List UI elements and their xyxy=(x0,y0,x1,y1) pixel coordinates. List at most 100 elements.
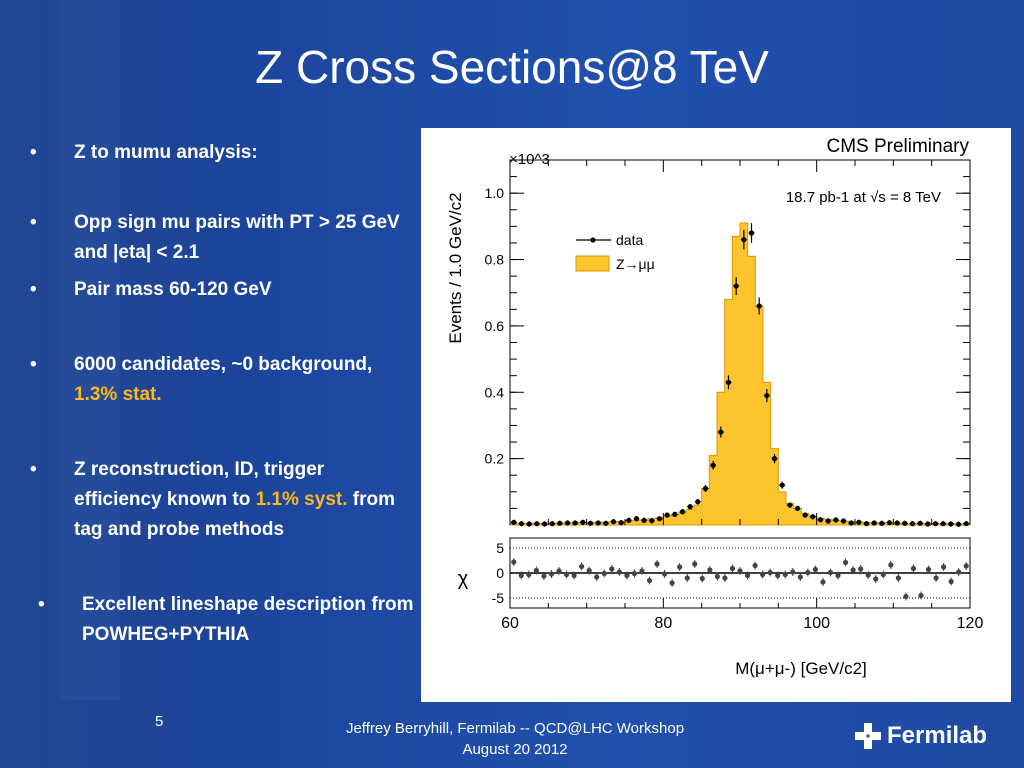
data-point xyxy=(764,392,770,399)
pull-point xyxy=(511,559,517,565)
data-point xyxy=(656,516,663,522)
data-point xyxy=(664,512,670,518)
data-point xyxy=(695,499,701,505)
data-point xyxy=(526,521,532,527)
y-axis-label: Events / 1.0 GeV/c2 xyxy=(446,192,465,343)
pull-point xyxy=(714,573,720,580)
legend-data-marker xyxy=(590,237,596,243)
mass-histogram-chart: 0.2 0.4 0.6 0.8 1.0 data Z→μμ 5 0 -5 60 80 100 120 C… xyxy=(446,136,984,678)
pull-point xyxy=(556,568,562,574)
data-point xyxy=(564,520,571,526)
x-tick-label: 60 xyxy=(501,615,519,632)
pull-point xyxy=(661,571,668,577)
page-number: 5 xyxy=(155,713,164,730)
pull-point xyxy=(677,564,683,570)
bullet-text: Pair mass 60-120 GeV xyxy=(74,279,272,300)
data-point xyxy=(925,521,931,527)
x-axis-label: M(μ+μ-) [GeV/c2] xyxy=(735,659,867,678)
pull-point xyxy=(775,572,781,579)
bullet-text: Z to mumu analysis: xyxy=(74,142,258,163)
data-point xyxy=(541,521,548,527)
x-tick-label: 80 xyxy=(654,615,672,632)
pull-point xyxy=(941,564,947,570)
background-stripe xyxy=(0,0,240,768)
pull-point xyxy=(571,572,577,579)
data-point xyxy=(863,521,870,527)
y-tick-label: 1.0 xyxy=(485,185,505,201)
pull-point xyxy=(579,563,585,570)
data-point xyxy=(572,520,578,526)
pull-point xyxy=(684,575,690,581)
x-tick-label: 100 xyxy=(803,615,830,632)
data-point xyxy=(856,519,862,525)
data-point xyxy=(794,505,801,512)
y-tick-label: 0.4 xyxy=(485,384,505,400)
data-point xyxy=(718,429,724,435)
y-multiplier: ×10^3 xyxy=(509,151,550,168)
data-point xyxy=(810,514,816,520)
pull-point xyxy=(782,571,788,578)
pull-point xyxy=(918,592,924,599)
bullet-dot: • xyxy=(38,594,45,615)
pull-point xyxy=(873,576,879,582)
pull-point xyxy=(910,565,917,572)
plot-panel: 0.2 0.4 0.6 0.8 1.0 data Z→μμ 5 0 -5 60 80 100 120 C… xyxy=(421,128,1011,702)
pull-point xyxy=(654,561,660,567)
pull-tick-label: 5 xyxy=(496,540,504,556)
pull-point xyxy=(835,572,841,579)
pull-point xyxy=(616,569,622,575)
pull-point xyxy=(518,572,524,579)
bullet-text-part: 6000 candidates, ~0 background, xyxy=(74,354,373,375)
pull-point xyxy=(744,572,751,579)
data-point xyxy=(886,520,893,526)
data-point xyxy=(679,509,686,515)
pull-point xyxy=(865,572,871,578)
pull-point xyxy=(827,569,834,576)
pull-point xyxy=(805,569,811,576)
data-point xyxy=(702,485,709,492)
bullet-dot: • xyxy=(30,212,37,233)
data-point xyxy=(587,520,594,526)
data-point xyxy=(825,518,831,524)
data-point xyxy=(610,519,617,525)
pull-point xyxy=(586,567,592,574)
pull-y-axis-label: χ xyxy=(458,568,469,590)
data-point xyxy=(833,517,839,523)
data-point xyxy=(641,517,647,523)
pull-point xyxy=(737,568,743,574)
pull-point xyxy=(842,559,849,566)
data-point xyxy=(948,521,954,527)
pull-point xyxy=(646,577,653,584)
pull-point xyxy=(533,567,539,574)
data-point xyxy=(518,521,525,527)
bullet-text: Opp sign mu pairs with PT > 25 GeV and |… xyxy=(74,212,400,263)
data-point xyxy=(741,237,747,243)
data-point xyxy=(902,520,908,526)
pull-point xyxy=(895,575,901,581)
pull-point xyxy=(526,571,532,578)
legend: data Z→μμ xyxy=(575,232,655,272)
bullet-text-part: Z reconstruction, ID, trigger efficiency… xyxy=(74,459,325,510)
data-point xyxy=(534,521,540,527)
fermilab-logo-icon xyxy=(855,723,881,749)
chart-title: CMS Preliminary xyxy=(826,136,969,157)
data-point xyxy=(848,520,854,526)
data-point xyxy=(802,512,808,518)
footer-line-1: Jeffrey Berryhill, Fermilab -- QCD@LHC W… xyxy=(345,720,685,737)
pull-point xyxy=(541,573,547,579)
data-point xyxy=(779,482,785,488)
data-point xyxy=(894,520,900,526)
x-tick-label: 120 xyxy=(957,615,984,632)
data-point xyxy=(603,520,609,526)
data-point xyxy=(963,521,969,527)
pull-point xyxy=(956,569,962,575)
data-point xyxy=(557,520,563,526)
pull-point xyxy=(631,570,638,577)
data-point xyxy=(549,521,555,527)
pull-point xyxy=(760,571,766,578)
pull-point xyxy=(669,580,675,586)
data-point xyxy=(725,379,732,385)
legend-data-label: data xyxy=(616,232,643,248)
pull-point xyxy=(903,593,909,600)
y-tick-label: 0.8 xyxy=(485,252,505,268)
